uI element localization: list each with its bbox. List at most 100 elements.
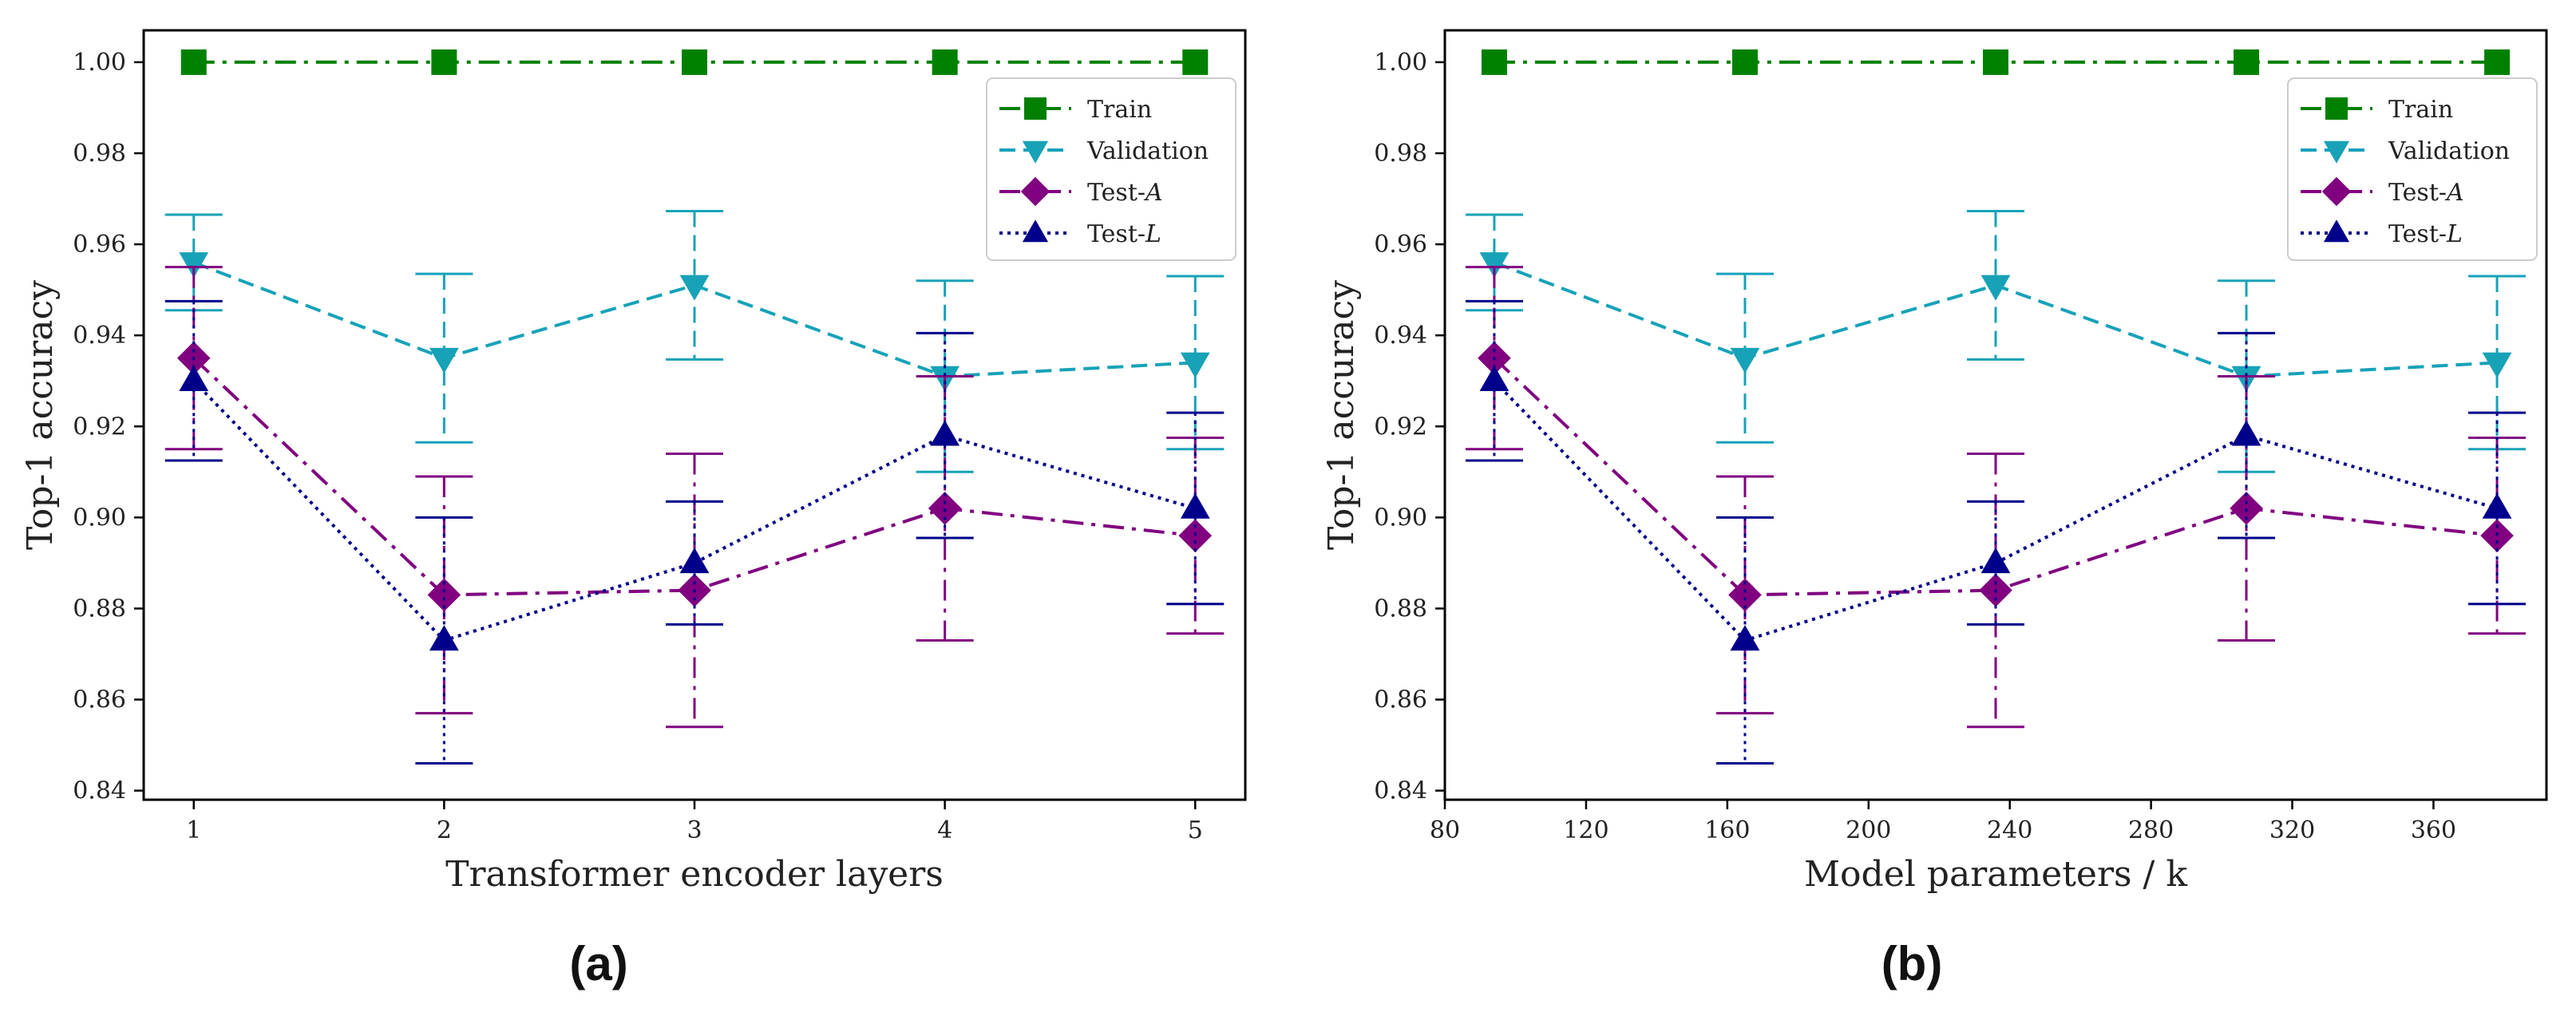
chart-b-series-validation <box>1465 209 2527 473</box>
chart-a-legend: Train Validation Test-A Test-L <box>986 77 1237 261</box>
chart-b-y-tick-label: 0.92 <box>1374 413 1427 441</box>
chart-a-legend-label: Train <box>1087 96 1152 124</box>
chart-a-data-point <box>431 49 457 75</box>
chart-b-legend-box <box>2287 77 2538 261</box>
chart-b-legend-marker <box>2325 97 2348 120</box>
chart-b-data-point <box>2231 420 2261 446</box>
chart-b-y-tick-label: 0.88 <box>1374 595 1427 623</box>
chart-b-legend-label: Test-L <box>2388 220 2463 248</box>
chart-a-x-axis-label: Transformer encoder layers <box>445 854 944 895</box>
chart-b-legend-marker <box>2321 176 2352 207</box>
chart-a-x-tick-label: 5 <box>1188 816 1203 844</box>
chart-a-legend-marker <box>1024 97 1047 120</box>
chart-b-x-tick-label: 360 <box>2411 816 2456 844</box>
chart-a-data-point <box>1178 519 1213 552</box>
chart-b-x-tick-label: 160 <box>1704 816 1750 844</box>
chart-a-y-tick-label: 0.90 <box>73 504 126 532</box>
chart-b-y-tick-label: 0.84 <box>1374 777 1427 805</box>
chart-b-data-point <box>2482 352 2512 378</box>
chart-a-y-tick-label: 0.86 <box>73 686 126 714</box>
chart-b-data-point <box>1731 49 1758 75</box>
chart-b-y-tick-label: 0.96 <box>1374 231 1427 259</box>
chart-b-data-point <box>1728 578 1762 612</box>
chart-a-data-point <box>682 49 707 75</box>
chart-b-data-point <box>1730 347 1760 374</box>
chart-a-data-point <box>930 420 960 446</box>
chart-b-y-tick-label: 0.90 <box>1374 504 1427 532</box>
chart-a-caption: (a) <box>569 937 627 990</box>
chart-a-y-tick-label: 0.92 <box>73 413 126 441</box>
chart-a-series-test-l <box>164 299 1225 765</box>
chart-a-series-line <box>192 357 1196 597</box>
chart-b-data-point <box>2484 49 2511 75</box>
chart-a-legend-marker <box>1022 219 1049 243</box>
chart-b-caption: (b) <box>1882 937 1943 990</box>
chart-a-data-point <box>179 366 209 392</box>
chart-a-x-tick-label: 1 <box>186 816 201 844</box>
chart-a-legend-marker <box>1022 140 1049 164</box>
chart-b-y-tick-label: 0.98 <box>1374 140 1427 168</box>
chart-b-x-tick-label: 280 <box>2128 816 2174 844</box>
chart-b-legend: Train Validation Test-A Test-L <box>2287 77 2538 261</box>
chart-a-x-tick-label: 4 <box>937 816 952 844</box>
chart-b-data-point <box>2480 519 2514 552</box>
chart-b-data-point <box>1481 49 1507 75</box>
chart-b-data-point <box>2482 492 2512 519</box>
chart-a-data-point <box>1182 49 1209 75</box>
chart-b-series-test-l <box>1465 299 2527 765</box>
chart-a-data-point <box>932 49 958 75</box>
chart-a-data-point <box>1180 492 1210 519</box>
chart-a-data-point <box>429 347 459 374</box>
chart-a-x-tick-label: 2 <box>437 816 452 844</box>
chart-a-data-point <box>180 49 207 75</box>
chart-b-y-tick-label: 0.94 <box>1374 322 1427 350</box>
chart-b-legend-label: Train <box>2388 96 2453 124</box>
chart-b-legend-marker <box>2323 219 2350 243</box>
chart-b-y-tick-label: 1.00 <box>1374 49 1427 77</box>
chart-b-x-tick-label: 320 <box>2269 816 2315 844</box>
chart-b-data-point <box>2230 492 2263 525</box>
chart-a-series-validation <box>164 209 1225 473</box>
chart-b-data-point <box>1479 366 1510 392</box>
chart-b-series-train <box>1481 49 2511 75</box>
chart-b: 0.84 0.86 0.88 0.90 0.92 0.94 0.96 0.98 1.00 80 12… <box>1321 29 2548 990</box>
chart-b-plot-frame <box>1443 29 2548 801</box>
chart-a-data-point <box>429 625 459 651</box>
chart-a-y-tick-label: 0.84 <box>73 777 126 805</box>
chart-a-legend-label: Validation <box>1086 137 1209 165</box>
chart-a-y-axis-label: Top-1 accuracy <box>20 280 61 550</box>
chart-a: 0.84 0.86 0.88 0.90 0.92 0.94 0.96 0.98 1.00 1 2 3 4… <box>20 29 1247 990</box>
chart-a-data-point <box>1180 352 1210 378</box>
chart-b-x-tick-label: 80 <box>1430 816 1460 844</box>
chart-a-legend-label: Test-L <box>1087 220 1161 248</box>
chart-a-x-tick-label: 3 <box>687 816 702 844</box>
chart-b-data-point <box>1983 49 2008 75</box>
chart-a-data-point <box>427 578 461 612</box>
chart-b-y-axis-label: Top-1 accuracy <box>1321 280 1362 550</box>
chart-b-data-point <box>1730 625 1760 651</box>
chart-b-x-tick-label: 240 <box>1987 816 2032 844</box>
chart-a-data-point <box>179 252 209 279</box>
chart-b-series-line <box>1493 357 2498 597</box>
chart-a-y-tick-label: 1.00 <box>73 49 126 77</box>
chart-a-legend-label: Test-A <box>1087 179 1163 207</box>
chart-a-y-tick-label: 0.98 <box>73 140 126 168</box>
chart-a-data-point <box>679 548 710 574</box>
chart-b-legend-label: Validation <box>2388 137 2510 165</box>
chart-b-legend-label: Test-A <box>2388 179 2464 207</box>
chart-a-legend-marker <box>1020 176 1051 207</box>
chart-b-legend-marker <box>2323 140 2350 164</box>
chart-a-y-tick-label: 0.94 <box>73 322 126 350</box>
chart-a-legend-box <box>986 77 1237 261</box>
chart-b-data-point <box>1980 548 2011 574</box>
chart-a-data-point <box>928 492 962 525</box>
chart-b-x-axis-label: Model parameters / k <box>1804 854 2187 895</box>
chart-b-data-point <box>2234 49 2260 75</box>
chart-a-series-train <box>180 49 1209 75</box>
chart-a-data-point <box>679 275 710 301</box>
chart-b-data-point <box>1980 275 2011 301</box>
chart-a-y-tick-label: 0.88 <box>73 595 126 623</box>
chart-b-y-tick-label: 0.86 <box>1374 686 1427 714</box>
chart-b-series-test-a <box>1465 266 2527 729</box>
